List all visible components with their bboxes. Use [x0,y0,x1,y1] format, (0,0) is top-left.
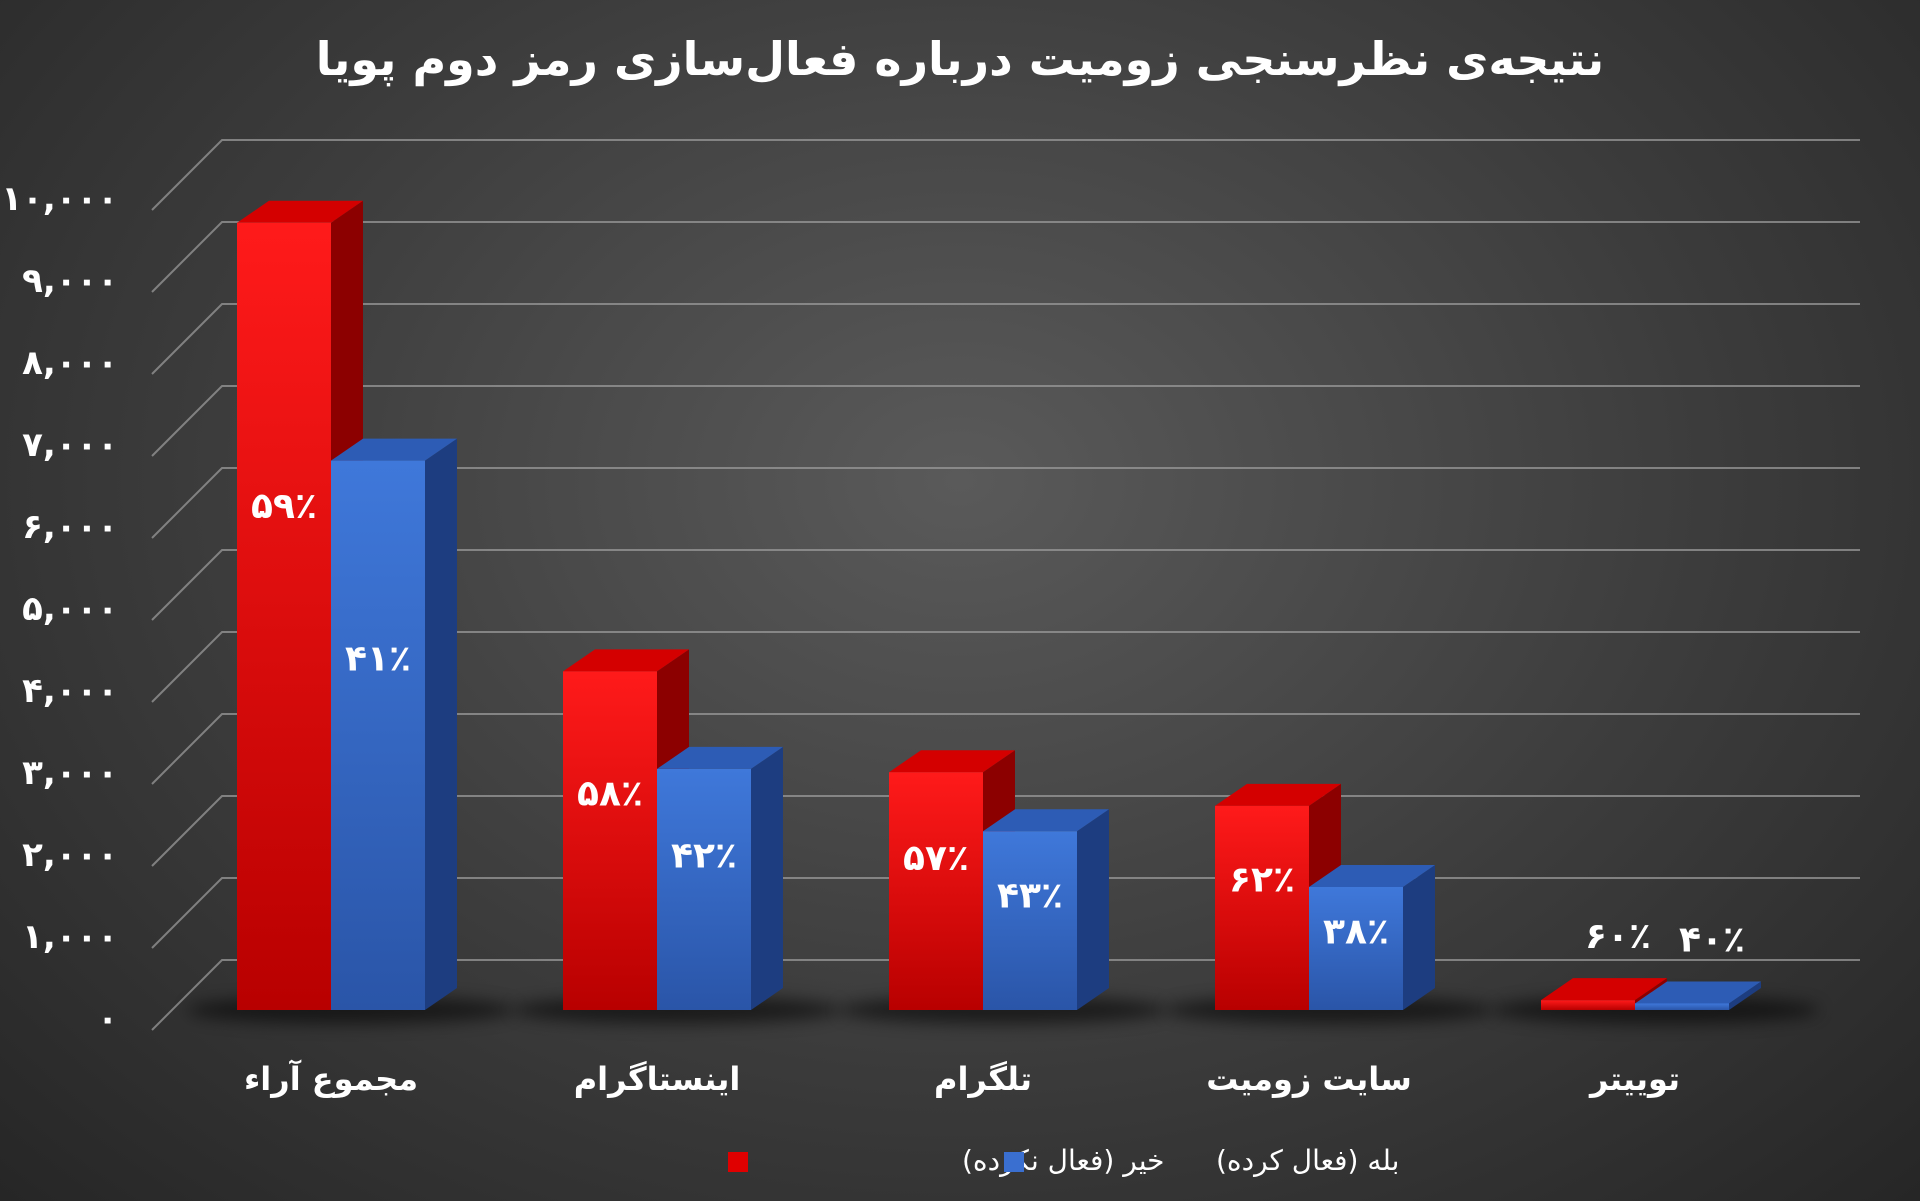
y-tick-label: ۱,۰۰۰ [22,917,118,957]
x-category-label: سایت زومیت [1206,1060,1412,1098]
bar-value-label: ۵۹٪ [251,486,317,527]
data-labels: ۵۹٪ ۴۱٪ ۵۸٪ ۴۲٪ ۵۷٪ ۴۳٪ ۶۲٪ ۳۸٪ ۶۰٪ ۴۰٪ [251,486,1745,960]
bar-value-label: ۴۱٪ [345,638,411,679]
bar-yes [983,809,1109,1010]
bar-yes [331,438,457,1011]
legend: خیر (فعال نکرده) بله (فعال کرده) [728,1144,1399,1177]
gridline [151,713,1860,785]
y-tick-label: ۱۰,۰۰۰ [1,179,118,219]
y-tick-label: ۴,۰۰۰ [22,671,118,711]
legend-swatch-no [728,1152,748,1172]
y-tick-label: ۷,۰۰۰ [22,425,118,465]
bar-value-label: ۴۰٪ [1679,919,1745,960]
gridline [151,549,1860,621]
bar-yes [1309,865,1435,1010]
bar-yes [1635,981,1761,1010]
bar-value-label: ۶۰٪ [1585,916,1651,957]
bar-value-label: ۵۷٪ [903,838,969,879]
legend-swatch-yes [1004,1152,1024,1172]
bars [187,200,1819,1024]
gridline [151,139,1860,211]
gridline [151,467,1860,539]
bar-yes [657,746,783,1010]
chart-title: نتیجه‌ی نظرسنجی زومیت درباره فعال‌سازی ر… [316,32,1604,87]
y-tick-label: ۵,۰۰۰ [22,589,118,629]
gridlines [151,139,1860,1031]
gridline [151,631,1860,703]
y-tick-label: ۲,۰۰۰ [22,835,118,875]
y-tick-label: ۹,۰۰۰ [22,261,118,301]
bar-no [1215,783,1341,1010]
bar-value-label: ۳۸٪ [1323,911,1389,952]
y-tick-label: ۸,۰۰۰ [22,343,118,383]
gridline [151,385,1860,457]
x-category-label: تلگرام [934,1060,1032,1098]
legend-label-no: خیر (فعال نکرده) [962,1144,1164,1177]
bar-value-label: ۴۲٪ [671,836,737,877]
x-axis-categories: مجموع آراء اینستاگرام تلگرام سایت زومیت تویی… [244,1059,1680,1098]
x-category-label: توییتر [1588,1060,1680,1098]
x-category-label: اینستاگرام [574,1060,741,1098]
y-axis-ticks: ۰ ۱,۰۰۰ ۲,۰۰۰ ۳,۰۰۰ ۴,۰۰۰ ۵,۰۰۰ ۶,۰۰۰ ۷,۰۰۰ ۸,۰۰… [1,179,118,1039]
x-category-label: مجموع آراء [244,1059,418,1098]
bar-value-label: ۵۸٪ [577,773,643,814]
y-tick-label: ۰ [97,999,118,1039]
gridline [151,221,1860,293]
legend-label-yes: بله (فعال کرده) [1216,1144,1399,1177]
y-tick-label: ۶,۰۰۰ [22,507,118,547]
y-tick-label: ۳,۰۰۰ [22,753,118,793]
bar-value-label: ۶۲٪ [1229,859,1295,900]
bar-value-label: ۴۳٪ [997,876,1063,917]
gridline [151,303,1860,375]
